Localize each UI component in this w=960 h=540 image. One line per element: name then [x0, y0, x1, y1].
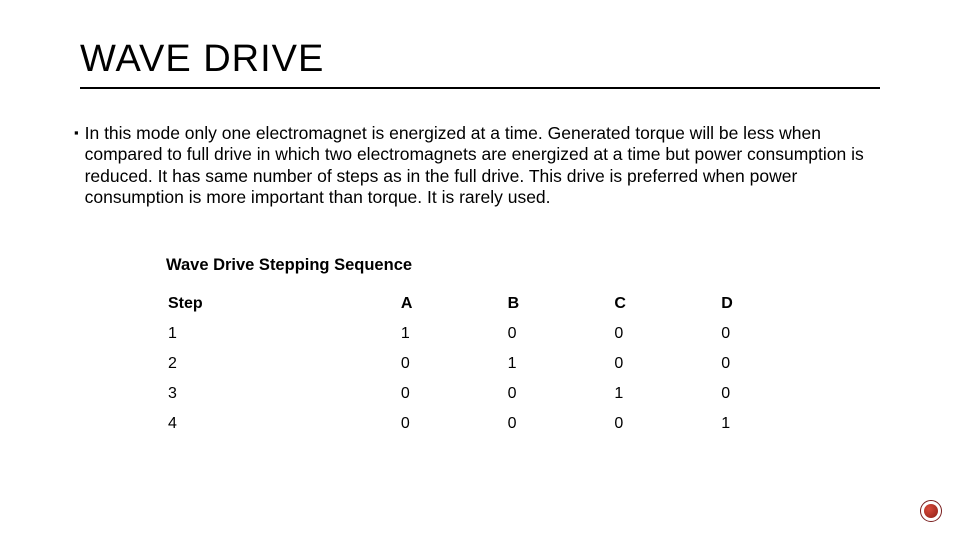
table-cell: 4: [166, 409, 399, 439]
table-row: 3 0 0 1 0: [166, 379, 826, 409]
col-header: Step: [166, 289, 399, 319]
table-cell: 0: [719, 349, 826, 379]
table-cell: 2: [166, 349, 399, 379]
slide-title: WAVE DRIVE: [80, 38, 880, 89]
table-cell: 3: [166, 379, 399, 409]
bullet-row: ▪ In this mode only one electromagnet is…: [74, 123, 880, 208]
table-cell: 0: [506, 319, 613, 349]
table-cell: 1: [612, 379, 719, 409]
table-cell: 0: [399, 349, 506, 379]
table-cell: 1: [719, 409, 826, 439]
table-cell: 0: [399, 409, 506, 439]
table-cell: 1: [399, 319, 506, 349]
table-row: 2 0 1 0 0: [166, 349, 826, 379]
description-text: In this mode only one electromagnet is e…: [85, 123, 880, 208]
table-cell: 0: [612, 409, 719, 439]
slide: WAVE DRIVE ▪ In this mode only one elect…: [0, 0, 960, 540]
col-header: A: [399, 289, 506, 319]
table-section: Wave Drive Stepping Sequence Step A B C …: [80, 256, 880, 439]
badge-inner-dot: [924, 504, 938, 518]
table-cell: 0: [399, 379, 506, 409]
stepping-sequence-table: Step A B C D 1 1 0 0 0 2 0 1: [166, 289, 826, 439]
table-title: Wave Drive Stepping Sequence: [166, 256, 880, 275]
table-cell: 0: [506, 409, 613, 439]
col-header: D: [719, 289, 826, 319]
table-cell: 0: [612, 319, 719, 349]
bullet-marker: ▪: [74, 125, 79, 140]
table-row: 4 0 0 0 1: [166, 409, 826, 439]
table-cell: 0: [612, 349, 719, 379]
col-header: C: [612, 289, 719, 319]
table-cell: 1: [166, 319, 399, 349]
table-cell: 0: [719, 379, 826, 409]
table-cell: 0: [506, 379, 613, 409]
table-cell: 1: [506, 349, 613, 379]
corner-badge-icon: [920, 500, 942, 522]
col-header: B: [506, 289, 613, 319]
table-cell: 0: [719, 319, 826, 349]
table-row: 1 1 0 0 0: [166, 319, 826, 349]
table-header-row: Step A B C D: [166, 289, 826, 319]
